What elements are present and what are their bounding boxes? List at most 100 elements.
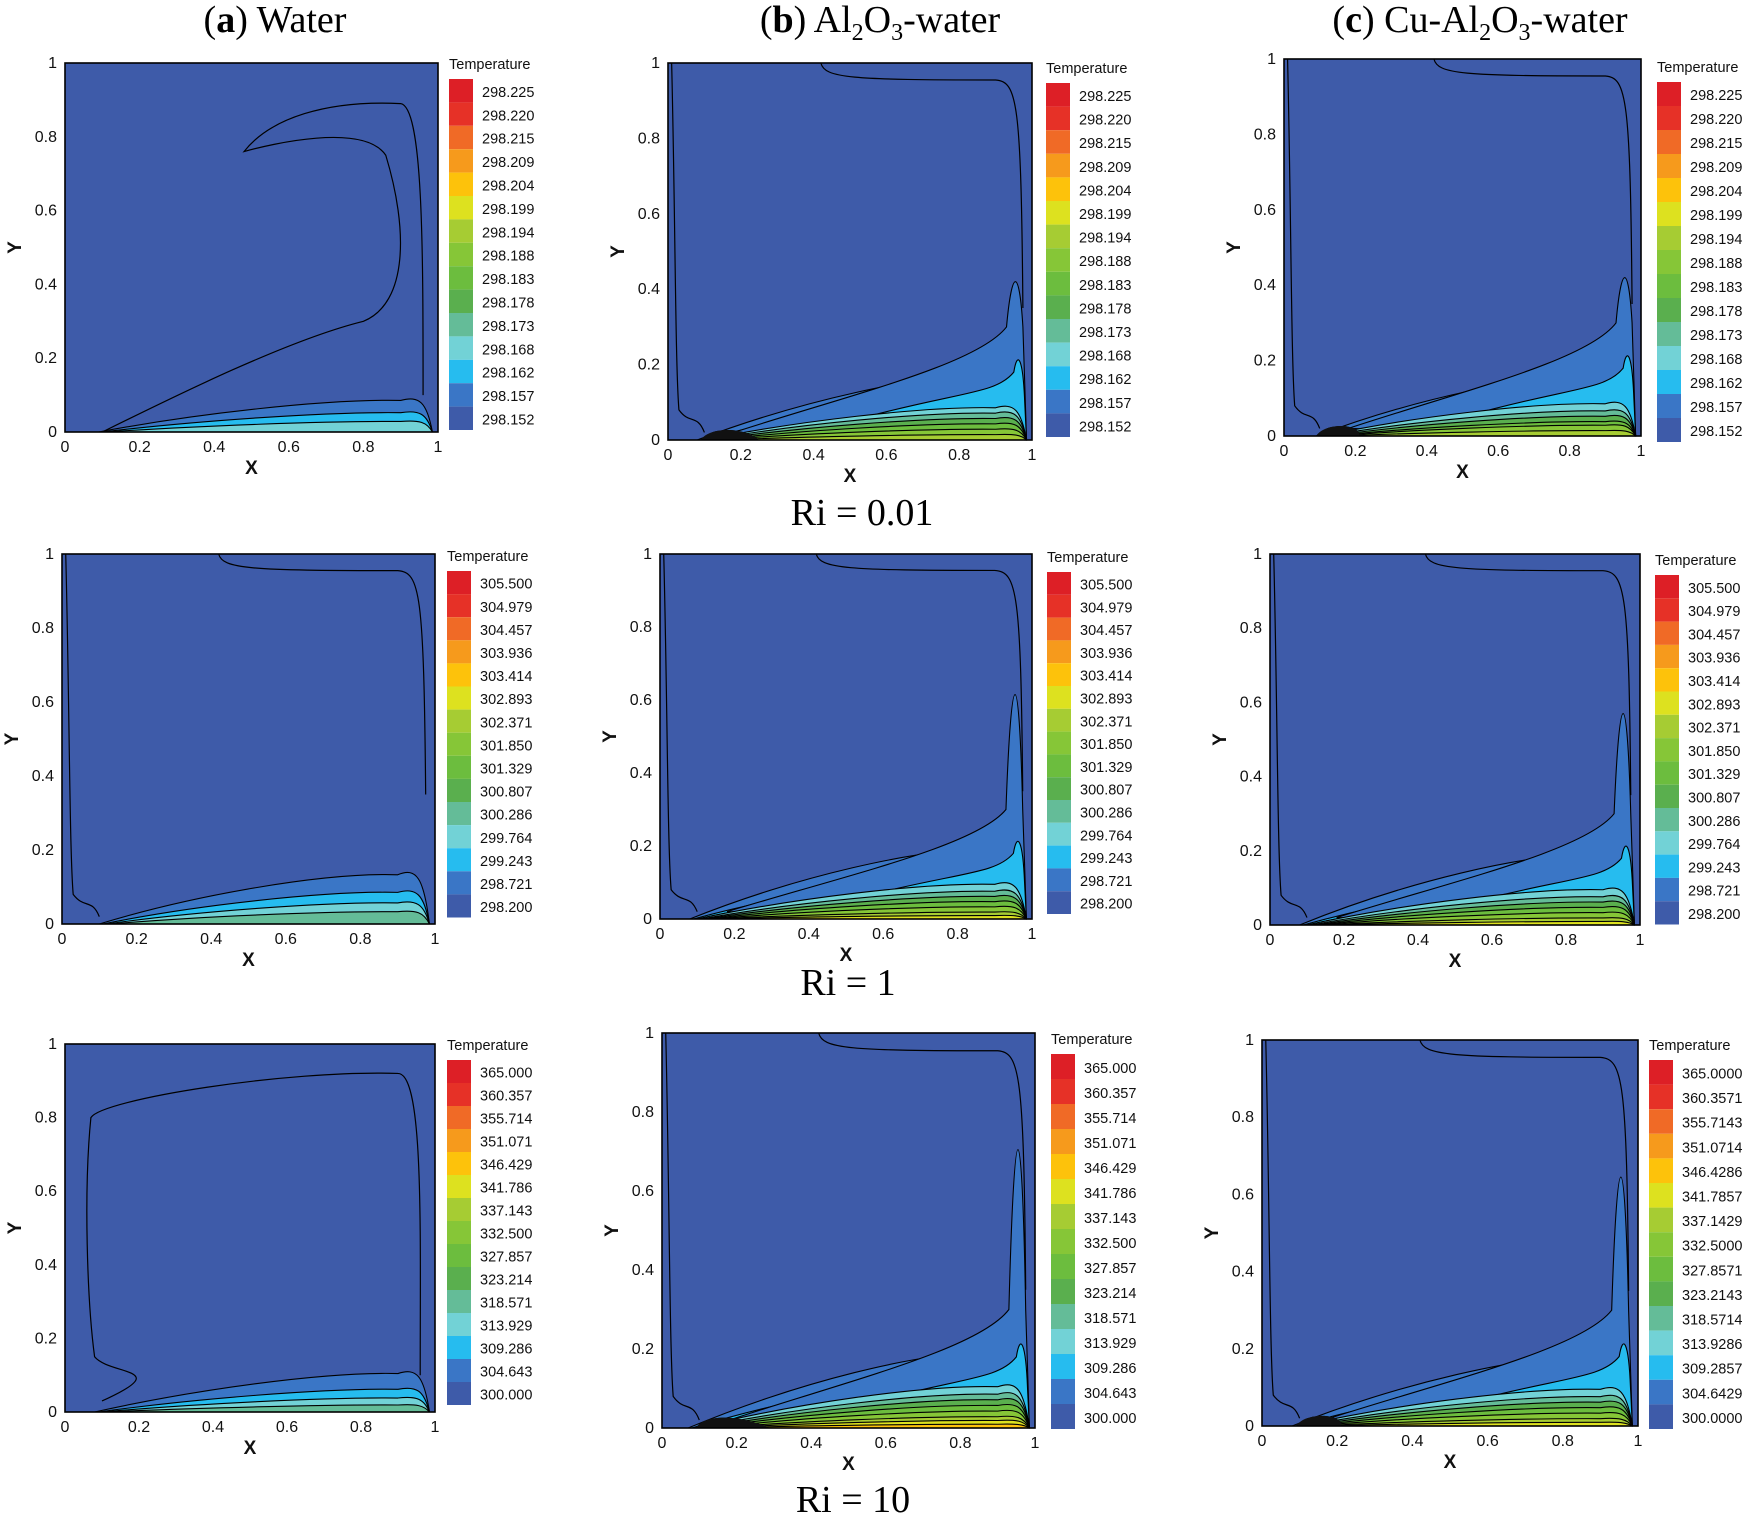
y-tick-label: 0 (45, 916, 54, 933)
x-tick-label: 0 (58, 931, 67, 948)
legend-swatch (1657, 106, 1681, 130)
legend-swatch (1047, 800, 1071, 823)
x-axis-label: X (1444, 1452, 1457, 1473)
x-axis-label: X (842, 1454, 855, 1475)
legend-value: 355.714 (1084, 1111, 1136, 1127)
left-wall-contour (1286, 58, 1321, 429)
legend-swatch (1649, 1207, 1673, 1233)
legend-swatch (1657, 274, 1681, 298)
legend-swatch (1047, 754, 1071, 778)
column-title-c-part: Cu-Al (1384, 0, 1479, 41)
column-title-a-letter: a (216, 0, 235, 41)
plume-contour (1336, 713, 1636, 926)
x-tick-label: 0.4 (1416, 443, 1438, 460)
isotherm-band (105, 1404, 431, 1413)
legend-value: 302.371 (1688, 721, 1740, 737)
legend-swatch (1657, 322, 1681, 346)
legend-value: 302.893 (1688, 697, 1740, 713)
legend-value: 298.173 (482, 319, 534, 335)
legend-swatch (1655, 854, 1679, 878)
legend-value: 327.857 (1084, 1261, 1136, 1277)
panel-3: 0 0.2 0.4 0.6 0.8 1 0 0.2 0.4 0.6 0.8 1 X Y Temperatur… (2, 546, 532, 971)
legend-swatch (1051, 1179, 1075, 1204)
legend-value: 327.8571 (1682, 1263, 1742, 1279)
y-tick-label: 0.4 (630, 765, 652, 782)
legend-swatch (1051, 1379, 1075, 1404)
legend-swatch (1655, 761, 1679, 785)
legend-swatch (1051, 1054, 1075, 1079)
legend-swatch (449, 242, 473, 267)
panel-8: 0 0.2 0.4 0.6 0.8 1 0 0.2 0.4 0.6 0.8 1 X Y Temperatur… (1202, 1032, 1742, 1473)
panel-6: 0 0.2 0.4 0.6 0.8 1 0 0.2 0.4 0.6 0.8 1 X Y Temperatur… (5, 1036, 532, 1459)
legend-value: 360.3571 (1682, 1091, 1742, 1107)
legend-swatch (1047, 572, 1071, 595)
x-tick-label: 0.8 (1558, 443, 1580, 460)
legend-value: 298.183 (1079, 278, 1131, 294)
panel-frame (64, 1043, 436, 1413)
panel-1: 0 0.2 0.4 0.6 0.8 1 0 0.2 0.4 0.6 0.8 1 X Y Temperatur… (608, 55, 1131, 487)
y-tick-label: 0.2 (1254, 353, 1276, 370)
y-tick-label: 0 (643, 911, 652, 928)
legend-value: 298.162 (1079, 372, 1131, 388)
legend-swatch (447, 1129, 471, 1152)
legend-swatch (1649, 1183, 1673, 1208)
y-tick-label: 0.4 (1254, 277, 1276, 294)
legend-swatch (447, 1060, 471, 1083)
legend-swatch (1046, 248, 1070, 272)
legend-value: 360.357 (480, 1089, 532, 1105)
legend-value: 298.168 (1079, 349, 1131, 365)
y-tick-label: 0.6 (632, 1183, 654, 1200)
legend-swatch (1046, 342, 1070, 367)
legend-swatch (447, 571, 471, 595)
x-tick-label: 0.6 (875, 1435, 897, 1452)
y-axis-label: Y (608, 245, 629, 258)
y-tick-label: 0.2 (35, 1330, 57, 1347)
isotherm-band (1322, 1421, 1635, 1427)
legend-swatch (1047, 663, 1071, 686)
legend-swatch (449, 149, 473, 173)
legend-value: 298.225 (1079, 89, 1131, 105)
y-tick-label: 1 (643, 546, 652, 563)
legend-swatch (1655, 668, 1679, 692)
column-title-b: (b) Al2O3-water (760, 0, 1001, 46)
legend-swatch (449, 289, 473, 313)
hot-spot (1316, 426, 1360, 436)
legend-swatch (1649, 1084, 1673, 1110)
legend-value: 303.414 (1688, 674, 1740, 690)
legend-swatch (1649, 1232, 1673, 1257)
y-axis-label: Y (1224, 241, 1245, 254)
legend-swatch (447, 1221, 471, 1244)
legend-value: 298.721 (480, 877, 532, 893)
legend-swatch (1649, 1404, 1673, 1429)
x-tick-label: 0.8 (1555, 932, 1577, 949)
legend-value: 298.209 (1690, 160, 1742, 176)
y-tick-label: 0.2 (35, 350, 57, 367)
y-tick-label: 0 (1267, 428, 1276, 445)
legend-value: 299.764 (480, 831, 532, 847)
x-tick-label: 0.2 (125, 931, 147, 948)
x-tick-label: 0.8 (352, 439, 374, 456)
legend-value: 360.357 (1084, 1086, 1136, 1102)
legend-value: 298.183 (482, 272, 534, 288)
legend-value: 298.209 (482, 155, 534, 171)
legend-swatch (449, 196, 473, 220)
y-tick-label: 0.2 (32, 842, 54, 859)
x-tick-label: 0.4 (202, 1419, 224, 1436)
legend-value: 298.173 (1690, 328, 1742, 344)
legend-value: 301.329 (1080, 760, 1132, 776)
x-tick-label: 0.6 (278, 439, 300, 456)
panel-frame (64, 62, 439, 433)
top-wall-contour (818, 1032, 1027, 1290)
left-wall-contour (665, 1032, 700, 1421)
legend-value: 298.168 (1690, 352, 1742, 368)
legend-value: 298.200 (1080, 897, 1132, 913)
legend-swatch (1657, 394, 1681, 418)
legend-value: 298.204 (482, 178, 534, 194)
column-title-b-part: O (864, 0, 891, 41)
legend-value: 313.9286 (1682, 1337, 1742, 1353)
legend-swatch (1047, 845, 1071, 869)
x-tick-label: 1 (431, 931, 440, 948)
legend-swatch (1657, 154, 1681, 178)
isotherm-band (722, 433, 1028, 441)
legend-title: Temperature (1051, 1032, 1132, 1048)
